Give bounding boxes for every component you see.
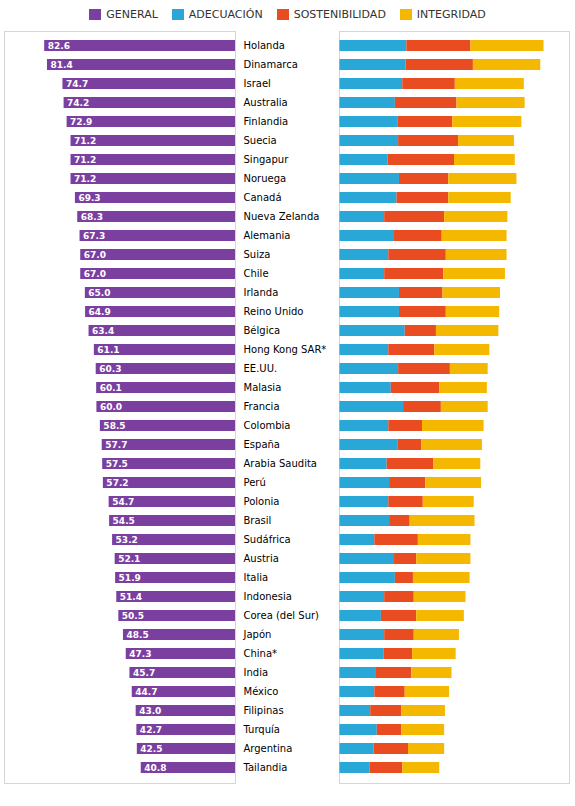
svg-text:Israel: Israel	[244, 78, 271, 89]
svg-text:60.3: 60.3	[99, 364, 121, 374]
svg-text:Finlandia: Finlandia	[244, 116, 289, 127]
svg-text:71.2: 71.2	[74, 136, 96, 146]
svg-text:Francia: Francia	[244, 401, 280, 412]
svg-text:63.4: 63.4	[92, 326, 114, 336]
svg-text:Corea (del Sur): Corea (del Sur)	[244, 610, 320, 621]
svg-text:Austria: Austria	[244, 553, 279, 564]
svg-text:61.1: 61.1	[97, 345, 119, 355]
svg-text:Hong Kong SAR*: Hong Kong SAR*	[244, 344, 327, 355]
svg-text:42.5: 42.5	[140, 744, 162, 754]
svg-text:54.7: 54.7	[112, 497, 134, 507]
svg-text:51.9: 51.9	[119, 573, 141, 583]
svg-text:71.2: 71.2	[74, 155, 96, 165]
svg-text:71.2: 71.2	[74, 174, 96, 184]
svg-text:Turquía: Turquía	[243, 724, 280, 735]
svg-text:Tailandia: Tailandia	[243, 762, 288, 773]
svg-text:52.1: 52.1	[118, 554, 140, 564]
svg-text:Indonesia: Indonesia	[244, 591, 292, 602]
svg-text:57.5: 57.5	[106, 459, 128, 469]
svg-text:74.7: 74.7	[66, 79, 88, 89]
svg-text:40.8: 40.8	[144, 763, 166, 773]
svg-text:Colombia: Colombia	[244, 420, 291, 431]
svg-text:Bélgica: Bélgica	[244, 325, 281, 336]
svg-text:Holanda: Holanda	[244, 40, 285, 51]
html-text:GENERAL: GENERAL	[106, 8, 158, 21]
svg-text:67.3: 67.3	[83, 231, 105, 241]
svg-text:Alemania: Alemania	[244, 230, 291, 241]
svg-text:60.1: 60.1	[100, 383, 122, 393]
svg-text:72.9: 72.9	[70, 117, 92, 127]
svg-text:Singapur: Singapur	[244, 154, 290, 165]
svg-text:48.5: 48.5	[126, 630, 148, 640]
svg-text:Japón: Japón	[243, 629, 272, 640]
svg-text:Irlanda: Irlanda	[244, 287, 279, 298]
svg-text:EE.UU.: EE.UU.	[244, 363, 278, 374]
svg-text:57.7: 57.7	[105, 440, 127, 450]
svg-text:50.5: 50.5	[122, 611, 144, 621]
svg-text:Perú: Perú	[244, 477, 266, 488]
svg-text:Suiza: Suiza	[244, 249, 271, 260]
svg-text:Reino Unido: Reino Unido	[244, 306, 304, 317]
svg-text:60.0: 60.0	[100, 402, 122, 412]
svg-text:58.5: 58.5	[103, 421, 125, 431]
svg-text:Brasil: Brasil	[244, 515, 272, 526]
svg-text:42.7: 42.7	[140, 725, 162, 735]
svg-text:Dinamarca: Dinamarca	[244, 59, 298, 70]
svg-text:68.3: 68.3	[81, 212, 103, 222]
svg-text:67.0: 67.0	[84, 250, 106, 260]
svg-text:51.4: 51.4	[120, 592, 142, 602]
svg-text:Nueva Zelanda: Nueva Zelanda	[244, 211, 320, 222]
html-text:INTEGRIDAD: INTEGRIDAD	[416, 8, 486, 21]
svg-text:Australia: Australia	[244, 97, 288, 108]
html-text:SOSTENIBILIDAD: SOSTENIBILIDAD	[293, 8, 386, 21]
svg-text:43.0: 43.0	[139, 706, 161, 716]
svg-text:México: México	[244, 686, 279, 697]
svg-text:82.6: 82.6	[48, 41, 70, 51]
svg-text:India: India	[244, 667, 269, 678]
svg-text:Arabia Saudita: Arabia Saudita	[244, 458, 318, 469]
svg-text:China*: China*	[244, 648, 278, 659]
svg-text:69.3: 69.3	[78, 193, 100, 203]
svg-text:45.7: 45.7	[133, 668, 155, 678]
svg-text:53.2: 53.2	[116, 535, 138, 545]
svg-text:Chile: Chile	[244, 268, 269, 279]
svg-text:Polonia: Polonia	[244, 496, 280, 507]
svg-text:64.9: 64.9	[89, 307, 111, 317]
svg-text:Noruega: Noruega	[244, 173, 287, 184]
svg-text:Malasia: Malasia	[244, 382, 282, 393]
svg-text:Italia: Italia	[244, 572, 269, 583]
svg-text:Canadá: Canadá	[244, 192, 282, 203]
svg-text:81.4: 81.4	[50, 60, 72, 70]
html-text:ADECUACIÓN: ADECUACIÓN	[188, 8, 263, 21]
svg-text:67.0: 67.0	[84, 269, 106, 279]
svg-text:65.0: 65.0	[88, 288, 110, 298]
svg-text:Sudáfrica: Sudáfrica	[244, 534, 291, 545]
svg-text:74.2: 74.2	[67, 98, 89, 108]
svg-text:57.2: 57.2	[106, 478, 128, 488]
svg-text:47.3: 47.3	[129, 649, 151, 659]
svg-text:Filipinas: Filipinas	[244, 705, 284, 716]
svg-text:44.7: 44.7	[135, 687, 157, 697]
svg-text:54.5: 54.5	[113, 516, 135, 526]
svg-text:Suecia: Suecia	[244, 135, 277, 146]
svg-text:Argentina: Argentina	[244, 743, 293, 754]
svg-text:España: España	[244, 439, 280, 450]
